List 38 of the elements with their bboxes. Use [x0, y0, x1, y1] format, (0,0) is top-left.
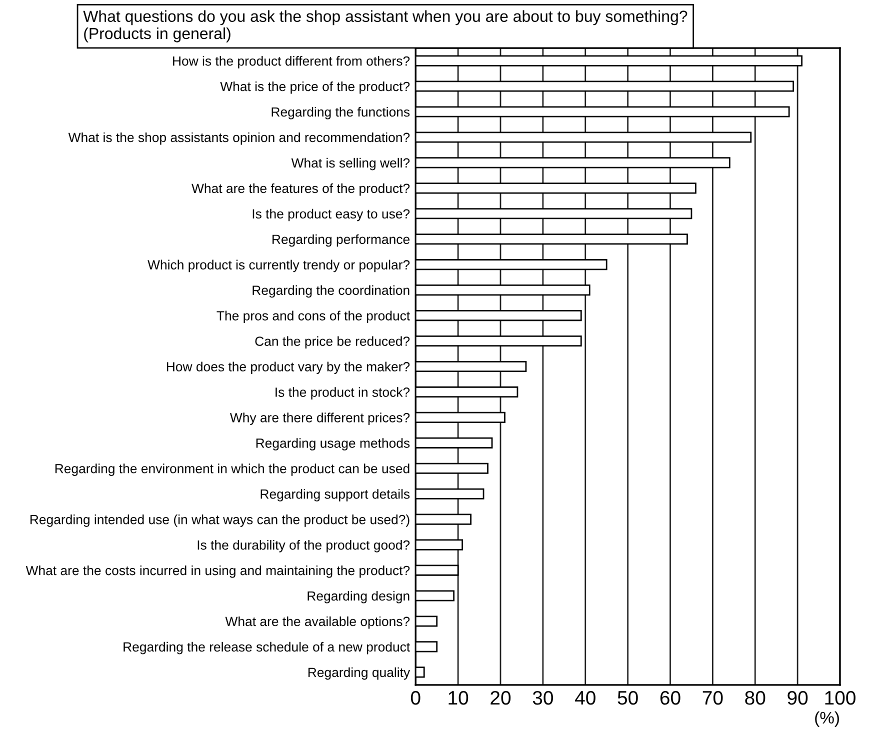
y-tick-label: The pros and cons of the product	[216, 310, 410, 324]
y-tick-label: Regarding performance	[272, 234, 410, 247]
y-tick-label: Regarding the coordination	[252, 285, 410, 298]
y-tick-label: What is selling well?	[291, 158, 410, 170]
y-tick-label: Regarding the environment in which the product can be used	[55, 464, 410, 476]
y-tick-label: Which product is currently trendy or popular?	[148, 260, 410, 272]
y-tick-label: What is the price of the product?	[220, 81, 410, 94]
y-tick-label: Regarding intended use (in what ways can the product be used?)	[30, 514, 410, 527]
y-tick-label: Is the product in stock?	[276, 387, 410, 400]
y-tick-label: Regarding design	[308, 590, 410, 604]
y-tick-label: What are the costs incurred in using and maintaining the product?	[26, 566, 410, 578]
y-tick-label: How is the product different from others?	[173, 56, 410, 68]
x-tick-label: 90	[788, 690, 808, 705]
y-tick-label: Regarding quality	[308, 667, 410, 680]
x-tick-label: 20	[490, 690, 511, 705]
y-tick-label: Is the product easy to use?	[252, 208, 410, 222]
y-tick-label: Regarding support details	[260, 489, 410, 502]
y-tick-label: How does the product vary by the maker?	[166, 362, 410, 374]
x-tick-label: 70	[702, 690, 723, 705]
x-tick-label: 30	[532, 690, 553, 705]
x-axis-title: (%)	[815, 711, 839, 727]
y-tick-label: What is the shop assistants opinion and recommendation?	[68, 132, 410, 145]
x-tick-label: 10	[448, 690, 468, 705]
y-tick-label: Regarding the release schedule of a new product	[124, 642, 410, 654]
x-tick-label: 40	[575, 690, 596, 705]
x-tick-label: 80	[745, 690, 766, 705]
y-tick-label: What are the features of the product?	[192, 183, 410, 196]
y-tick-label: Regarding usage methods	[256, 438, 410, 450]
x-tick-label: 50	[618, 690, 638, 705]
x-tick-label: 100	[825, 690, 856, 705]
y-tick-label: Is the durability of the product good?	[198, 540, 410, 552]
y-tick-label: Can the price be reduced?	[255, 336, 410, 349]
x-tick-label: 60	[660, 690, 680, 705]
y-tick-label: Why are there different prices?	[230, 412, 410, 425]
y-tick-label: Regarding the functions	[272, 106, 410, 120]
x-tick-label: 0	[410, 690, 420, 705]
y-tick-label: What are the available options?	[225, 616, 410, 629]
chart-title: What questions do you ask the shop assistant when you are about to buy something? (Products in general)	[83, 10, 688, 42]
